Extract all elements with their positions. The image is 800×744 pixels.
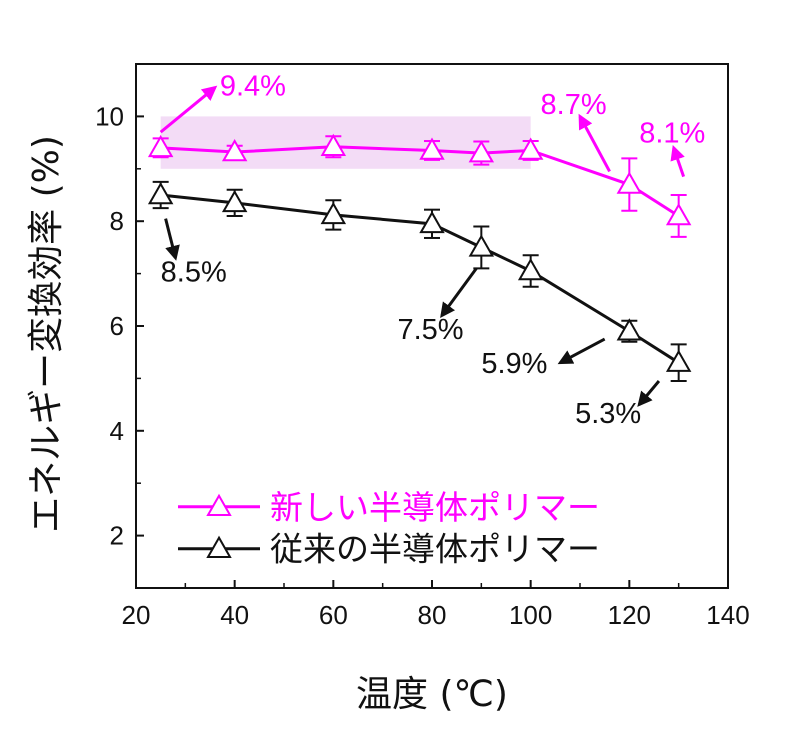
y-tick-label: 10 <box>95 101 124 131</box>
series-layer <box>147 133 692 383</box>
data-point <box>147 181 174 205</box>
series-line <box>160 145 680 218</box>
annotations-layer: 9.4% 8.7% 8.1% 8.5% 7.5% 5.9% 5.3% <box>159 70 705 430</box>
annotation-arrow <box>164 218 180 261</box>
annotation-arrow <box>670 145 686 178</box>
data-point <box>616 318 643 341</box>
series-1 <box>147 133 692 238</box>
highlight-band-layer <box>160 116 531 169</box>
annotation-label: 8.7% <box>541 89 607 121</box>
y-tick-label: 8 <box>110 206 124 236</box>
data-point <box>320 133 347 157</box>
x-tick-label: 120 <box>608 600 651 630</box>
x-tick-label: 20 <box>122 600 151 630</box>
ticks: 20 40 60 80 100 120 140 2 4 6 8 10 <box>95 63 750 630</box>
series-line <box>160 193 680 364</box>
data-point <box>419 137 445 160</box>
data-point <box>419 210 445 234</box>
annotation-label: 7.5% <box>397 314 463 346</box>
legend-marker <box>206 493 232 517</box>
y-tick-label: 4 <box>110 416 124 446</box>
data-point <box>665 202 692 226</box>
x-tick-label: 40 <box>220 600 249 630</box>
data-point <box>665 349 692 372</box>
highlight-band <box>160 116 531 169</box>
x-tick-label: 100 <box>509 600 552 630</box>
y-axis-title: エネルギー変換効率 (%) <box>26 135 67 533</box>
legend-item-2: 従来の半導体ポリマー <box>178 530 600 569</box>
annotation-arrow <box>578 113 611 173</box>
x-tick-label: 80 <box>418 600 447 630</box>
legend-label: 新しい半導体ポリマー <box>270 488 600 527</box>
data-point <box>517 137 544 160</box>
annotation-arrow <box>440 267 478 318</box>
data-point <box>517 257 544 281</box>
data-point <box>221 139 248 162</box>
annotation-arrow <box>637 380 661 407</box>
data-point <box>468 140 495 163</box>
y-tick-label: 6 <box>110 311 124 341</box>
annotation-arrow <box>159 85 218 134</box>
x-tick-label: 60 <box>319 600 348 630</box>
y-tick-label: 2 <box>110 521 124 551</box>
x-axis-title: 温度 (℃) <box>356 674 508 715</box>
data-point <box>320 201 347 225</box>
annotation-label: 5.9% <box>481 348 547 380</box>
legend-label: 従来の半導体ポリマー <box>270 530 600 569</box>
data-point <box>616 171 643 194</box>
annotation-label: 5.3% <box>575 398 641 430</box>
annotation-label: 9.4% <box>220 70 286 102</box>
data-point <box>468 234 495 257</box>
annotation-arrow <box>557 337 606 365</box>
annotation-label: 8.1% <box>639 118 705 150</box>
series-2 <box>147 180 692 383</box>
legend-marker <box>206 535 232 558</box>
data-point <box>147 134 174 158</box>
data-point <box>221 189 248 213</box>
x-tick-label: 140 <box>706 600 749 630</box>
legend-item-1: 新しい半導体ポリマー <box>178 488 600 527</box>
annotation-label: 8.5% <box>161 256 227 288</box>
